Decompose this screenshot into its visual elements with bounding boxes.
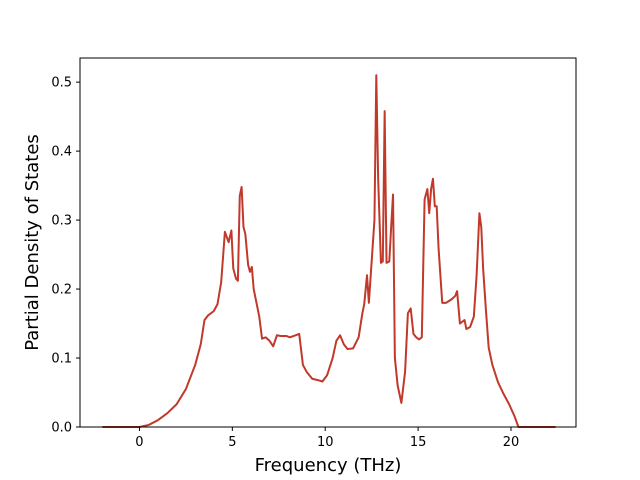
y-tick-label: 0.2 <box>51 283 72 298</box>
x-tick-label: 15 <box>410 435 427 450</box>
x-tick-label: 5 <box>228 435 236 450</box>
x-axis-ticks: 0 5 10 15 20 <box>135 427 519 450</box>
series-line-0 <box>102 74 556 428</box>
axes-frame <box>79 57 577 428</box>
y-tick-label: 0.3 <box>51 214 72 229</box>
x-tick-label: 10 <box>317 435 334 450</box>
x-tick-label: 0 <box>135 435 143 450</box>
y-tick-label: 0.0 <box>51 421 72 436</box>
x-tick-label: 20 <box>503 435 520 450</box>
y-axis-ticks: 0.0 0.1 0.2 0.3 0.4 0.5 <box>51 76 80 436</box>
y-tick-label: 0.5 <box>51 76 72 91</box>
y-tick-label: 0.4 <box>51 145 72 160</box>
plot-area <box>102 74 556 428</box>
y-tick-label: 0.1 <box>51 352 72 367</box>
y-axis-label: Partial Density of States <box>22 134 43 351</box>
x-axis-label: Frequency (THz) <box>255 455 402 476</box>
